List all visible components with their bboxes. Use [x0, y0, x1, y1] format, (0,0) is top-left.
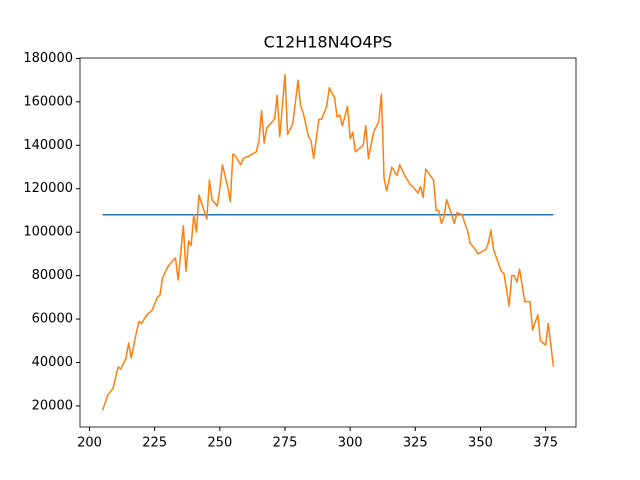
y-tick-label: 40000: [32, 355, 73, 370]
y-tick-label: 20000: [32, 398, 73, 413]
chart-title: C12H18N4O4PS: [264, 33, 393, 52]
y-tick-label: 140000: [23, 138, 73, 153]
y-tick-label: 160000: [23, 94, 73, 109]
y-tick-label: 100000: [23, 225, 73, 240]
x-tick-label: 275: [273, 436, 298, 451]
x-tick-label: 200: [77, 436, 102, 451]
x-tick-label: 250: [207, 436, 232, 451]
x-tick-label: 225: [142, 436, 167, 451]
x-tick-label: 375: [533, 436, 558, 451]
x-tick-label: 350: [468, 436, 493, 451]
y-tick-label: 80000: [32, 268, 73, 283]
y-tick-label: 180000: [23, 51, 73, 66]
x-tick-label: 325: [403, 436, 428, 451]
line-series: [101, 73, 555, 411]
y-tick-label: 120000: [23, 181, 73, 196]
y-tick-label: 60000: [32, 312, 73, 327]
x-tick-label: 300: [338, 436, 363, 451]
axes-frame: [79, 57, 577, 428]
